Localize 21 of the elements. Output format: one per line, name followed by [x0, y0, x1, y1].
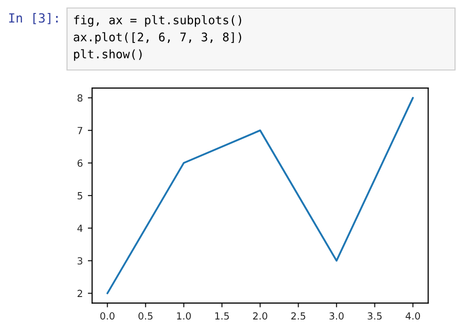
- x-tick-label: 2.0: [253, 312, 268, 320]
- x-tick-label: 3.5: [368, 312, 382, 320]
- y-tick-label: 4: [77, 224, 83, 232]
- x-tick-label: 1.5: [215, 312, 229, 320]
- line-series: [106, 96, 414, 294]
- y-tick-label: 7: [78, 126, 82, 134]
- y-tick-label: 6: [78, 159, 82, 167]
- y-tick-label: 8: [78, 94, 82, 102]
- x-tick-label: 0.5: [138, 312, 152, 320]
- y-tick-label: 5: [78, 192, 82, 200]
- x-tick-label: 0.0: [100, 312, 114, 320]
- x-tick-label: 3.0: [330, 312, 344, 320]
- x-tick-label: 1.0: [177, 312, 191, 320]
- text: ax.plot([2, 6, 7, 3, 8]): [74, 32, 242, 44]
- text: fig, ax = plt.subplots(): [74, 15, 242, 27]
- text: plt.show(): [74, 49, 142, 61]
- y-tick-label: 3: [78, 257, 82, 265]
- x-tick-label: 4.0: [406, 312, 420, 320]
- text: In [3]:: [9, 12, 58, 24]
- x-tick-label: 2.5: [291, 312, 306, 320]
- y-tick-label: 2: [78, 290, 82, 297]
